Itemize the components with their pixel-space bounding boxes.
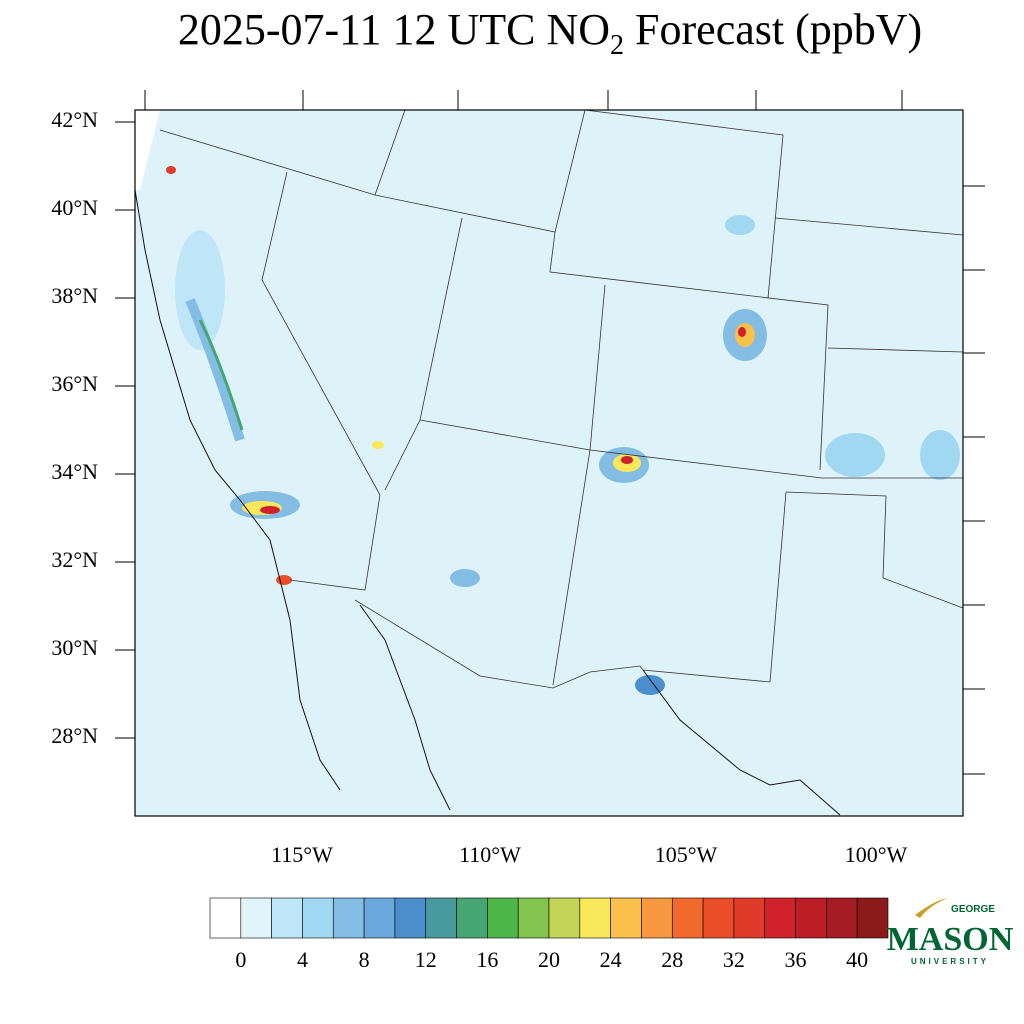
colorbar-box <box>641 897 673 939</box>
colorbar-box <box>332 897 365 939</box>
colorbar-label: 0 <box>235 947 246 972</box>
colorbar-box <box>856 897 889 939</box>
colorbar-box <box>671 897 704 939</box>
title: 2025-07-11 12 UTC NO2 Forecast (ppbV) <box>178 5 922 61</box>
lat-label: 42°N <box>51 107 98 132</box>
map: 42°N 40°N 38°N 36°N 34°N 32°N 30°N 28°N 115°W 110… <box>51 90 985 867</box>
colorbar-box <box>456 897 488 939</box>
map-frame <box>134 109 964 817</box>
logo-main: MASON <box>887 921 1014 958</box>
coastline <box>134 189 841 816</box>
colorbar-box <box>240 897 272 939</box>
colorbar-box <box>487 897 519 939</box>
lat-label: 40°N <box>51 195 98 220</box>
colorbar-box <box>209 897 242 939</box>
colorbar-label: 16 <box>476 947 498 972</box>
map-ticks: 42°N 40°N 38°N 36°N 34°N 32°N 30°N 28°N 115°W 110… <box>51 90 985 867</box>
colorbar-box <box>302 897 334 939</box>
colorbar-label: 28 <box>661 947 683 972</box>
colorbar-box <box>764 897 796 939</box>
logo: GEORGE MASON UNIVERSITY <box>887 898 1014 966</box>
lon-label: 100°W <box>845 842 908 867</box>
lat-label: 32°N <box>51 547 98 572</box>
colorbar-box <box>425 897 457 939</box>
lat-label: 38°N <box>51 283 98 308</box>
colorbar-label: 8 <box>359 947 370 972</box>
colorbar-box <box>271 897 303 939</box>
colorbar-label: 20 <box>538 947 560 972</box>
colorbar-label: 12 <box>415 947 437 972</box>
colorbar-label: 32 <box>723 947 745 972</box>
lat-label: 36°N <box>51 371 98 396</box>
colorbar-box <box>733 897 766 939</box>
colorbar-label: 36 <box>785 947 807 972</box>
colorbar-box <box>548 897 581 939</box>
colorbar-label: 4 <box>297 947 308 972</box>
colorbar: 0 4 8 12 16 20 24 28 32 36 40 <box>209 897 889 972</box>
logo-bottom: UNIVERSITY <box>911 957 989 966</box>
logo-top: GEORGE <box>951 904 995 915</box>
colorbar-label: 40 <box>846 947 868 972</box>
ocean-corner <box>135 110 160 190</box>
map-background <box>135 110 963 816</box>
title-main: 2025-07-11 12 UTC NO <box>178 5 610 54</box>
colorbar-box <box>363 897 396 939</box>
title-rest: Forecast (ppbV) <box>624 5 922 54</box>
colorbar-box <box>826 897 858 939</box>
title-subscript: 2 <box>610 30 624 61</box>
lon-label: 110°W <box>459 842 521 867</box>
lat-label: 34°N <box>51 459 98 484</box>
colorbar-box <box>579 897 611 939</box>
colorbar-box <box>610 897 642 939</box>
lon-label: 105°W <box>655 842 718 867</box>
state-borders <box>159 109 964 689</box>
lat-label: 28°N <box>51 723 98 748</box>
hotspots <box>166 166 960 695</box>
lon-label: 115°W <box>271 842 333 867</box>
colorbar-box <box>517 897 550 939</box>
colorbar-box <box>394 897 427 939</box>
lat-label: 30°N <box>51 635 98 660</box>
colorbar-box <box>795 897 827 939</box>
colorbar-label: 24 <box>600 947 622 972</box>
colorbar-box <box>702 897 735 939</box>
